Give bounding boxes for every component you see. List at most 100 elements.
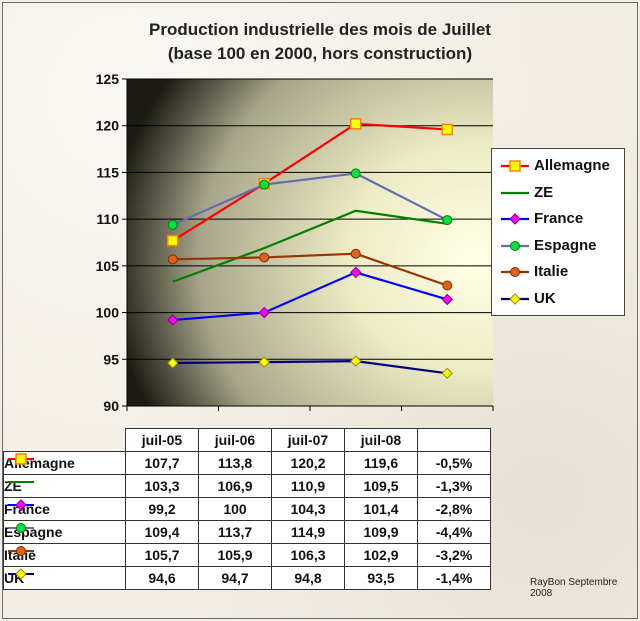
legend-item-ze: ZE [492,180,624,206]
table-row: Allemagne 107,7 113,8 120,2 119,6 -0,5% [3,451,491,475]
table-column-header: juil-07 [271,428,345,452]
y-tick-label: 115 [96,164,119,180]
chart-legend: Allemagne ZE France Espagne Italie UK [491,148,625,316]
data-point-espagne [259,179,270,190]
table-cell: 100 [198,497,272,521]
table-row-symbol [8,481,34,483]
series-line-italie [172,252,448,287]
table-change-cell: -2,8% [417,497,491,521]
data-point-espagne [350,168,361,179]
data-point-uk [350,355,362,367]
legend-symbol [501,292,529,305]
table-row-marker [16,523,26,533]
table-cell: 119,6 [344,451,418,475]
table-cell: 99,2 [125,497,199,521]
table-cell: 109,9 [344,520,418,544]
y-tick-label: 100 [96,305,120,321]
table-row: France 99,2 100 104,3 101,4 -2,8% [3,497,491,521]
table-cell: 101,4 [344,497,418,521]
y-tick-label: 90 [103,398,119,414]
table-change-cell: -1,3% [417,474,491,498]
table-cell: 103,3 [125,474,199,498]
table-change-cell: -0,5% [417,451,491,475]
table-cell: 120,2 [271,451,345,475]
legend-item-espagne: Espagne [492,233,624,259]
legend-label: Italie [534,263,569,280]
series-line-ze [172,209,448,283]
table-row: UK 94,6 94,7 94,8 93,5 -1,4% [3,566,491,590]
table-row-symbol [8,453,34,465]
table-cell: 94,6 [125,566,199,590]
data-point-italie [167,254,178,265]
table-cell: 110,9 [271,474,345,498]
table-cell: 104,3 [271,497,345,521]
table-cell: 94,7 [198,566,272,590]
y-tick-label: 110 [96,211,119,227]
series-line-uk [172,360,448,375]
chart-subtitle: (base 100 en 2000, hors construction) [167,44,473,63]
legend-marker [510,240,520,251]
table-change-cell: -4,4% [417,520,491,544]
legend-label: France [534,210,584,227]
table-row-marker [15,499,27,511]
table-header-row: juil-05 juil-06 juil-07 juil-08 [4,428,491,452]
table-row-marker [16,546,26,556]
data-point-france [350,266,362,279]
legend-symbol [501,240,529,251]
table-cell: 102,9 [344,543,418,567]
series-line-espagne [172,172,448,226]
legend-marker [510,267,520,277]
data-table: juil-05 juil-06 juil-07 juil-08 Allemagne 10… [3,428,491,590]
table-row-label: Allemagne [3,451,126,475]
table-cell: 93,5 [344,566,418,590]
table-cell: 107,7 [125,451,199,475]
series-line-france [172,271,448,322]
table-cell: 109,4 [125,520,199,544]
legend-symbol [501,191,529,194]
table-cell: 109,5 [344,474,418,498]
legend-item-france: France [492,206,624,232]
y-tick-label: 105 [96,258,120,274]
data-point-france [258,306,270,319]
data-point-uk [167,357,179,369]
table-row-label: UK [3,566,126,590]
data-point-espagne [442,215,453,226]
data-point-espagne [167,219,178,230]
legend-label: Allemagne [534,157,610,174]
legend-symbol [501,160,529,172]
y-tick-label: 125 [96,71,120,87]
series-line-allemagne [172,122,448,242]
table-cell: 105,9 [198,543,272,567]
table-cell: 114,9 [271,520,345,544]
y-tick-label: 95 [103,351,119,367]
data-point-italie [350,248,361,259]
data-point-allemagne [441,123,453,136]
legend-marker [509,160,521,172]
data-point-uk [258,356,270,368]
legend-item-allemagne: Allemagne [492,153,624,179]
table-cell: 106,9 [198,474,272,498]
data-point-italie [442,280,453,291]
table-change-cell: -3,2% [417,543,491,567]
data-point-allemagne [167,234,179,247]
table-row: Espagne 109,4 113,7 114,9 109,9 -4,4% [3,520,491,544]
data-point-france [167,314,179,326]
table-corner-cell [4,429,126,452]
table-row-symbol [8,568,34,580]
table-row: ZE 103,3 106,9 110,9 109,5 -1,3% [3,474,491,498]
plot-area [127,79,493,406]
table-column-header: juil-05 [125,428,199,452]
table-cell: 106,3 [271,543,345,567]
data-point-uk [441,367,453,380]
table-row-symbol [8,546,34,556]
table-row-label: France [3,497,126,521]
legend-item-uk: UK [492,286,624,312]
credit-text: RayBon Septembre 2008 [530,577,618,599]
legend-item-italie: Italie [492,259,624,285]
legend-marker [509,213,521,225]
table-row-symbol [8,499,34,511]
table-cell: 105,7 [125,543,199,567]
table-row-marker [15,568,27,580]
